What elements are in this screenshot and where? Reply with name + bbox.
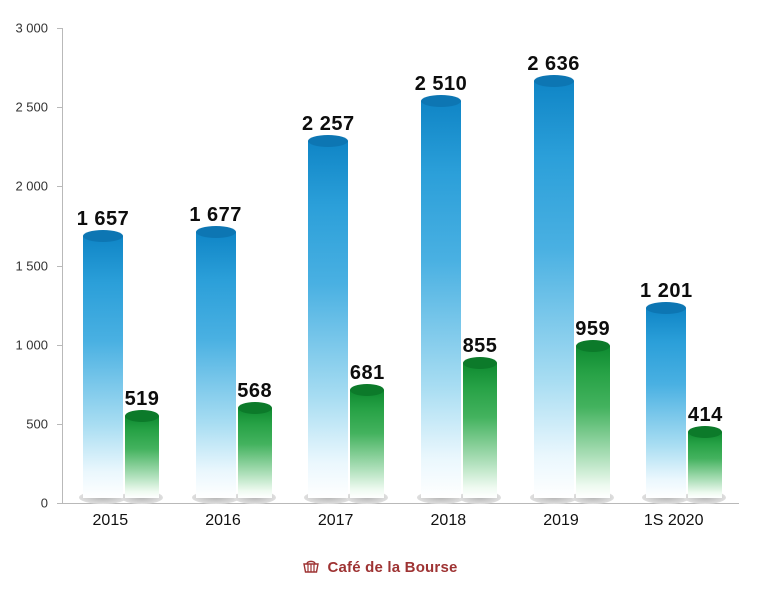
y-tick-label: 0	[40, 495, 48, 511]
data-label-blue-series-1S-2020: 1 201	[640, 279, 693, 302]
data-label-blue-series-2018: 2 510	[414, 72, 468, 95]
bar-group-2015: 1 657 519	[63, 28, 176, 504]
data-label-green-series-2017: 681	[349, 362, 385, 385]
y-tick-mark	[57, 107, 62, 109]
y-tick-mark	[57, 28, 62, 29]
y-tick-label: 1 500	[15, 258, 48, 273]
bar-blue-series-2018	[421, 94, 461, 498]
bar-blue-series-2017	[308, 134, 349, 498]
bar-group-2016: 1 677 568	[176, 28, 289, 504]
data-label-green-series-1S-2020: 414	[687, 404, 723, 427]
bar-green-series-2018	[463, 356, 497, 498]
data-label-blue-series-2016: 1 677	[189, 204, 242, 227]
y-tick-mark	[57, 265, 62, 267]
y-tick-mark	[57, 423, 62, 425]
bar-blue-series-2015	[83, 229, 123, 498]
bar-blue-series-2016	[195, 226, 236, 498]
x-category-label-1S-2020: 1S 2020	[643, 512, 704, 529]
bar-green-series-2017	[350, 384, 385, 498]
data-label-green-series-2016: 568	[237, 380, 273, 403]
bar-group-2017: 2 257 681	[288, 28, 401, 504]
plot-area: 1 657 519 1 677 568 2 257 681 2 510 855 2 636 959…	[62, 28, 739, 504]
bar-group-2018: 2 510 855	[401, 28, 514, 504]
y-tick-mark	[57, 186, 62, 188]
bar-green-series-2016	[237, 402, 272, 498]
footer-logo: Café de la Bourse	[0, 552, 760, 582]
data-label-green-series-2018: 855	[462, 334, 498, 357]
bar-group-2019: 2 636 959	[514, 28, 627, 504]
data-label-blue-series-2017: 2 257	[302, 112, 355, 135]
cafe-de-la-bourse-logo-icon	[302, 558, 320, 576]
x-axis: 2015 2016 2017 2018 2019 1S 2020	[62, 508, 738, 534]
footer-logo-text: Café de la Bourse	[327, 558, 458, 576]
y-tick-mark	[57, 503, 62, 504]
bar-green-series-1S-2020	[688, 426, 723, 498]
bar-blue-series-2019	[533, 74, 574, 498]
bar-blue-series-1S-2020	[646, 301, 687, 498]
x-category-label-2015: 2015	[92, 512, 129, 529]
data-label-blue-series-2015: 1 657	[76, 207, 130, 230]
bar-group-1S-2020: 1 201 414	[626, 28, 739, 504]
y-tick-label: 2 000	[15, 178, 48, 194]
bar-green-series-2019	[575, 340, 610, 498]
y-tick-label: 2 500	[15, 99, 48, 115]
x-category-label-2017: 2017	[317, 512, 354, 529]
y-tick-label: 3 000	[15, 20, 48, 36]
data-label-green-series-2019: 959	[575, 318, 611, 341]
y-tick-label: 500	[26, 416, 48, 432]
x-category-label-2019: 2019	[543, 512, 579, 529]
y-tick-mark	[57, 344, 62, 346]
x-category-label-2016: 2016	[205, 512, 241, 529]
x-category-label-2018: 2018	[430, 512, 467, 529]
data-label-blue-series-2019: 2 636	[527, 52, 580, 75]
bar-green-series-2015	[125, 409, 159, 498]
y-tick-label: 1 000	[15, 337, 48, 353]
y-axis: 3 000 2 500 2 000 1 500 1 000 500 0	[0, 21, 62, 511]
data-label-green-series-2015: 519	[124, 387, 160, 410]
